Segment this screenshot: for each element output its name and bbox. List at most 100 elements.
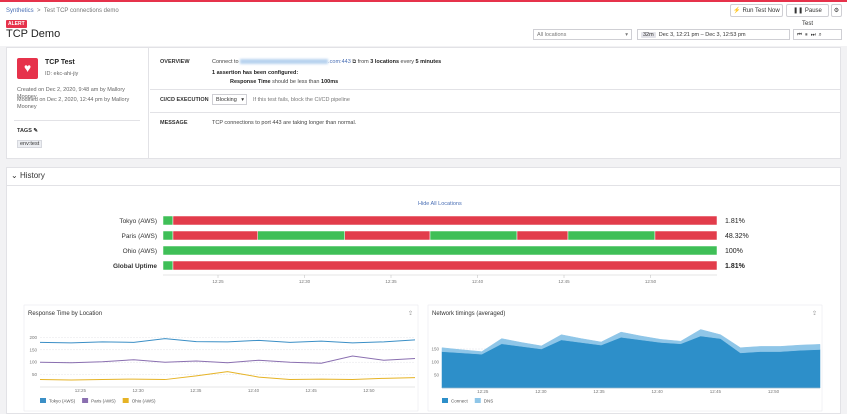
- top-bar: [0, 0, 847, 46]
- text: from: [357, 59, 369, 65]
- toggle-locations[interactable]: Hide All Locations: [418, 201, 462, 207]
- message-text: TCP connections to port 443 are taking l…: [212, 120, 357, 126]
- legend-swatch: [40, 398, 46, 403]
- legend-label: Paris (AWS): [91, 399, 116, 404]
- assertion-heading: 1 assertion has been configured:: [212, 70, 299, 76]
- test-icon: ♥: [17, 58, 38, 79]
- status-badge: ALERT: [6, 20, 27, 28]
- divider: [148, 47, 149, 159]
- text: Connect to: [212, 59, 239, 65]
- uptime-value: 48.32%: [725, 233, 749, 240]
- host-blur: [240, 59, 329, 65]
- assertion: Response Time should be less than 100ms: [230, 79, 338, 85]
- uptime-value: 1.81%: [725, 218, 745, 225]
- uptime-segment: [172, 230, 258, 241]
- button-label: Pause Test: [801, 8, 822, 27]
- y-tick-label: 100: [29, 360, 37, 365]
- divider: [150, 89, 840, 90]
- pause-test-button[interactable]: ❚❚ Pause Test: [786, 4, 829, 27]
- uptime-segment: [162, 230, 174, 241]
- location-name: Tokyo (AWS): [119, 218, 157, 225]
- time-tick-label: 12:50: [645, 279, 657, 284]
- time-tick-label: 12:40: [472, 279, 484, 284]
- host[interactable]: .com:443: [328, 59, 351, 65]
- text: 3 locations: [370, 59, 400, 65]
- uptime-segment: [516, 230, 569, 241]
- x-tick-label: 12:50: [363, 388, 375, 393]
- x-tick-label: 12:45: [306, 388, 318, 393]
- message-label: MESSAGE: [160, 120, 188, 126]
- test-type: TCP Test: [45, 59, 75, 66]
- text: Response Time: [230, 79, 271, 85]
- uptime-value: 1.81%: [725, 263, 746, 270]
- breadcrumb-current: Test TCP connections demo: [43, 8, 119, 14]
- divider: [14, 120, 140, 121]
- x-tick-label: 12:50: [768, 389, 780, 394]
- history-header[interactable]: ⌄ History: [11, 171, 45, 180]
- button-label: Run Test Now: [742, 8, 780, 14]
- x-tick-label: 12:30: [132, 388, 144, 393]
- overview-connect: Connect to .com:443 ⧉ from 3 locations e…: [212, 59, 442, 65]
- legend-label: DNS: [484, 399, 494, 404]
- text: 100ms: [321, 79, 339, 85]
- time-tick-label: 12:30: [299, 279, 311, 284]
- uptime-segment: [654, 230, 718, 241]
- time-nav[interactable]: ⏮⏸⏭⌕: [793, 29, 842, 40]
- tags-label: TAGS ✎: [17, 128, 39, 134]
- x-tick-label: 12:25: [75, 388, 87, 393]
- time-range[interactable]: 32m Dec 3, 12:21 pm – Dec 3, 12:53 pm: [637, 29, 790, 40]
- uptime-segment: [172, 260, 718, 271]
- run-test-button[interactable]: ⚡ Run Test Now: [730, 4, 783, 17]
- series-line: [39, 355, 416, 364]
- uptime-value: 100%: [725, 248, 743, 255]
- uptime-segment: [162, 215, 174, 226]
- label: TAGS: [17, 128, 32, 134]
- time-tick-label: 12:35: [385, 279, 397, 284]
- chart-title: Network timings (averaged): [432, 311, 505, 317]
- y-tick-label: 200: [29, 335, 37, 340]
- select-value: Blocking: [216, 97, 237, 103]
- export-icon[interactable]: ⇪: [408, 310, 413, 317]
- x-tick-label: 12:40: [248, 388, 260, 393]
- series-area: [441, 329, 821, 355]
- uptime-segment: [162, 260, 174, 271]
- export-icon[interactable]: ⇪: [812, 310, 817, 317]
- x-tick-label: 12:40: [652, 389, 664, 394]
- divider: [7, 185, 840, 186]
- uptime-segment: [257, 230, 345, 241]
- select-value: All locations: [537, 32, 567, 38]
- x-tick-label: 12:35: [190, 388, 202, 393]
- x-tick-label: 12:45: [710, 389, 722, 394]
- uptime-segment: [172, 215, 718, 226]
- time-tick-label: 12:25: [212, 279, 224, 284]
- location-name: Global Uptime: [113, 263, 157, 270]
- text: every: [400, 59, 414, 65]
- y-tick-label: 50: [32, 372, 38, 377]
- location-name: Paris (AWS): [121, 233, 157, 240]
- series-line: [39, 338, 416, 344]
- x-tick-label: 12:35: [593, 389, 605, 394]
- chart-title: Response Time by Location: [28, 311, 102, 317]
- duration-badge: 32m: [641, 32, 656, 38]
- legend-swatch: [82, 398, 89, 403]
- cicd-select[interactable]: Blocking ▾: [212, 94, 247, 105]
- uptime-segment: [162, 245, 718, 256]
- location-select[interactable]: All locations ▾: [533, 29, 632, 40]
- series-line: [39, 371, 416, 381]
- breadcrumb-link[interactable]: Synthetics: [6, 8, 34, 14]
- x-tick-label: 12:25: [477, 389, 489, 394]
- created: Created on Dec 2, 2020, 9:48 am by Mallo…: [17, 87, 125, 100]
- chart-card: [23, 304, 419, 412]
- legend-swatch: [474, 398, 481, 403]
- settings-button[interactable]: ⚙: [831, 4, 842, 17]
- cicd-label: CI/CD EXECUTION: [160, 97, 209, 103]
- breadcrumb: Synthetics > Test TCP connections demo: [6, 8, 119, 14]
- y-tick-label: 150: [29, 347, 37, 352]
- y-tick-label: 100: [431, 360, 439, 365]
- text: 5 minutes: [415, 59, 442, 65]
- legend-label: Connect: [451, 399, 469, 404]
- range-text: Dec 3, 12:21 pm – Dec 3, 12:53 pm: [658, 32, 746, 38]
- text: should be less than: [272, 79, 320, 85]
- tag[interactable]: env:test: [17, 140, 43, 148]
